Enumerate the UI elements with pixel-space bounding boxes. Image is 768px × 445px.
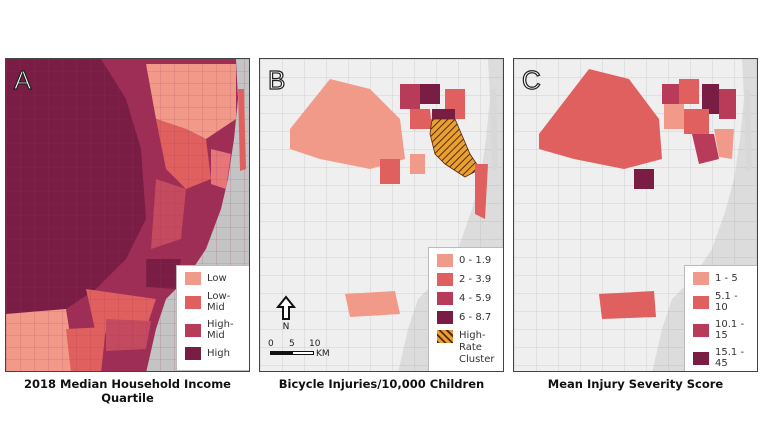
scale-tick: 10: [309, 339, 321, 349]
legend-label: High: [207, 348, 230, 359]
legend-swatch: [437, 254, 453, 267]
legend-swatch: [185, 295, 201, 309]
map-panel-c: C 1 - 5 5.1 - 10 10.1 - 15 15.1 - 45: [513, 58, 758, 372]
legend-label: 6 - 8.7: [459, 312, 492, 323]
legend-label: 4 - 5.9: [459, 293, 492, 304]
legend-label: Low-Mid: [207, 291, 231, 313]
caption-c: Mean Injury Severity Score: [547, 377, 724, 391]
legend-a: Low Low-Mid High-Mid High: [176, 265, 249, 371]
legend-swatch: [185, 323, 201, 337]
legend-swatch: [437, 292, 453, 305]
legend-item: High-Rate Cluster: [437, 330, 499, 366]
legend-label: 5.1 - 10: [715, 291, 738, 313]
legend-item: 6 - 8.7: [437, 311, 499, 324]
map-a-canvas: [6, 59, 249, 371]
legend-label: 10.1 - 15: [715, 319, 745, 341]
legend-b: 0 - 1.9 2 - 3.9 4 - 5.9 6 - 8.7 High-Rat…: [428, 247, 503, 371]
scale-tick: 0: [268, 339, 274, 349]
legend-label: Low: [207, 273, 227, 284]
legend-item: 0 - 1.9: [437, 254, 499, 267]
scale-segment: [270, 351, 292, 355]
legend-label: 15.1 - 45: [715, 347, 745, 369]
panel-label-b: B: [267, 64, 286, 95]
map-panel-b: B 0 - 1.9 2 - 3.9 4 - 5.9 6 - 8.7 High-R…: [259, 58, 504, 372]
panel-label-a: A: [13, 64, 32, 95]
legend-swatch: [185, 347, 201, 360]
legend-item: 4 - 5.9: [437, 292, 499, 305]
svg-text:N: N: [283, 322, 290, 331]
legend-swatch: [693, 295, 709, 309]
map-b-canvas: [260, 59, 503, 371]
scale-segment: [292, 351, 314, 355]
north-arrow-icon: N: [275, 295, 297, 331]
legend-label: 1 - 5: [715, 273, 738, 284]
legend-item: 2 - 3.9: [437, 273, 499, 286]
legend-item: Low-Mid: [185, 291, 245, 313]
legend-item: 5.1 - 10: [693, 291, 753, 313]
legend-swatch: [693, 272, 709, 285]
scale-tick: 5: [289, 339, 295, 349]
legend-label: 0 - 1.9: [459, 255, 492, 266]
legend-label: High-Mid: [207, 319, 234, 341]
caption-a: 2018 Median Household Income Quartile: [24, 377, 231, 405]
hatch-swatch: [437, 330, 453, 343]
legend-item: Low: [185, 272, 245, 285]
legend-swatch: [437, 311, 453, 324]
legend-swatch: [693, 351, 709, 365]
high-rate-cluster: [429, 118, 481, 178]
legend-c: 1 - 5 5.1 - 10 10.1 - 15 15.1 - 45: [684, 265, 757, 371]
legend-label: 2 - 3.9: [459, 274, 492, 285]
legend-item: High-Mid: [185, 319, 245, 341]
scale-unit: KM: [316, 349, 330, 359]
legend-label: High-Rate Cluster: [459, 330, 495, 365]
west-tract: [290, 79, 405, 169]
map-panel-a: A Low Low-Mid High-Mid High: [5, 58, 250, 372]
legend-swatch: [185, 272, 201, 285]
legend-item: 1 - 5: [693, 272, 753, 285]
caption-b: Bicycle Injuries/10,000 Children: [278, 377, 485, 391]
legend-swatch: [437, 273, 453, 286]
scale-bar: 0 5 10 KM: [268, 339, 330, 359]
west-tract: [539, 69, 662, 169]
legend-item: High: [185, 347, 245, 360]
legend-item: 10.1 - 15: [693, 319, 753, 341]
panel-label-c: C: [521, 64, 541, 95]
legend-item: 15.1 - 45: [693, 347, 753, 369]
legend-swatch: [693, 323, 709, 337]
